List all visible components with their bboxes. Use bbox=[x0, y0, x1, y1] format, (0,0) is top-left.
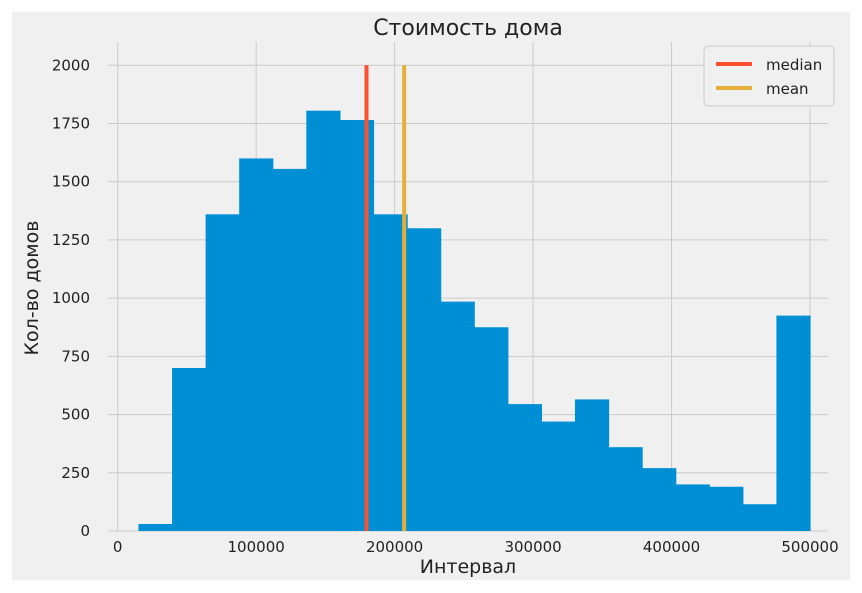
x-tick-label: 0 bbox=[113, 538, 123, 556]
x-tick-label: 500000 bbox=[781, 538, 838, 556]
histogram-bar bbox=[205, 214, 240, 532]
x-tick-label: 100000 bbox=[228, 538, 285, 556]
legend-median-label: median bbox=[766, 56, 822, 74]
y-tick-label: 1000 bbox=[52, 289, 90, 307]
histogram-bar bbox=[776, 315, 811, 531]
chart-title: Стоимость дома bbox=[373, 16, 563, 41]
histogram-bar bbox=[172, 368, 207, 531]
histogram-bar bbox=[272, 168, 307, 531]
histogram-bar bbox=[138, 524, 173, 531]
histogram-bar bbox=[440, 301, 475, 531]
histogram-bar bbox=[373, 214, 408, 532]
histogram-bar bbox=[474, 327, 509, 531]
x-axis-label: Интервал bbox=[420, 556, 516, 578]
legend-mean-label: mean bbox=[766, 80, 809, 98]
histogram-bar bbox=[306, 110, 341, 531]
y-tick-label: 2000 bbox=[52, 56, 90, 74]
x-tick-labels: 0 100000 200000 300000 400000 500000 bbox=[113, 538, 839, 556]
histogram-bar bbox=[507, 404, 542, 531]
y-tick-label: 500 bbox=[61, 406, 90, 424]
histogram-bar bbox=[339, 120, 375, 531]
y-tick-label: 1500 bbox=[52, 173, 90, 191]
legend-box bbox=[703, 45, 835, 107]
y-tick-label: 0 bbox=[80, 522, 90, 540]
x-tick-label: 300000 bbox=[504, 538, 561, 556]
histogram-bar bbox=[642, 468, 677, 531]
y-tick-label: 750 bbox=[61, 347, 90, 365]
x-tick-label: 400000 bbox=[643, 538, 700, 556]
histogram-bar bbox=[709, 486, 744, 531]
histogram-bar bbox=[608, 447, 643, 531]
histogram-bar bbox=[239, 158, 274, 531]
histogram-bar bbox=[675, 484, 710, 531]
y-tick-labels: 0 250 500 750 1000 1250 1500 1750 2000 bbox=[52, 56, 90, 540]
histogram-bar bbox=[407, 228, 442, 532]
y-tick-label: 1750 bbox=[52, 115, 90, 133]
reference-lines bbox=[364, 65, 407, 531]
x-tick-label: 200000 bbox=[366, 538, 423, 556]
y-tick-label: 250 bbox=[61, 464, 90, 482]
histogram-bar bbox=[541, 421, 576, 531]
histogram-bar bbox=[574, 399, 610, 531]
y-axis-label: Кол-во домов bbox=[21, 221, 43, 356]
y-tick-label: 1250 bbox=[52, 231, 90, 249]
legend: median mean bbox=[703, 45, 835, 107]
histogram-bar bbox=[742, 504, 778, 531]
